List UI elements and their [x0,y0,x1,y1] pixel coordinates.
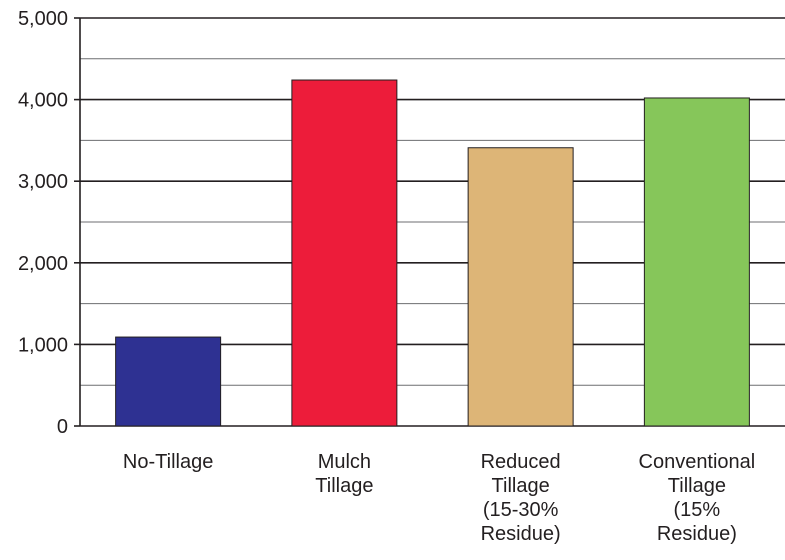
bar [467,147,574,427]
bar [291,79,398,427]
x-tick-label: Mulch Tillage [315,451,374,497]
y-tick-label: 2,000 [18,253,68,275]
y-tick-label: 4,000 [18,90,68,112]
y-tick-label: 3,000 [18,171,68,193]
y-tick-label: 5,000 [18,8,68,30]
x-tick-label: No-Tillage [122,451,214,473]
x-tick-label: Reduced Tillage (15-30% Residue) [480,451,561,545]
bar [115,336,222,427]
x-tick-label: Conventional Tillage (15% Residue) [638,451,756,545]
y-tick-label: 0 [57,416,68,438]
bar [643,97,750,427]
y-tick-label: 1,000 [18,334,68,356]
